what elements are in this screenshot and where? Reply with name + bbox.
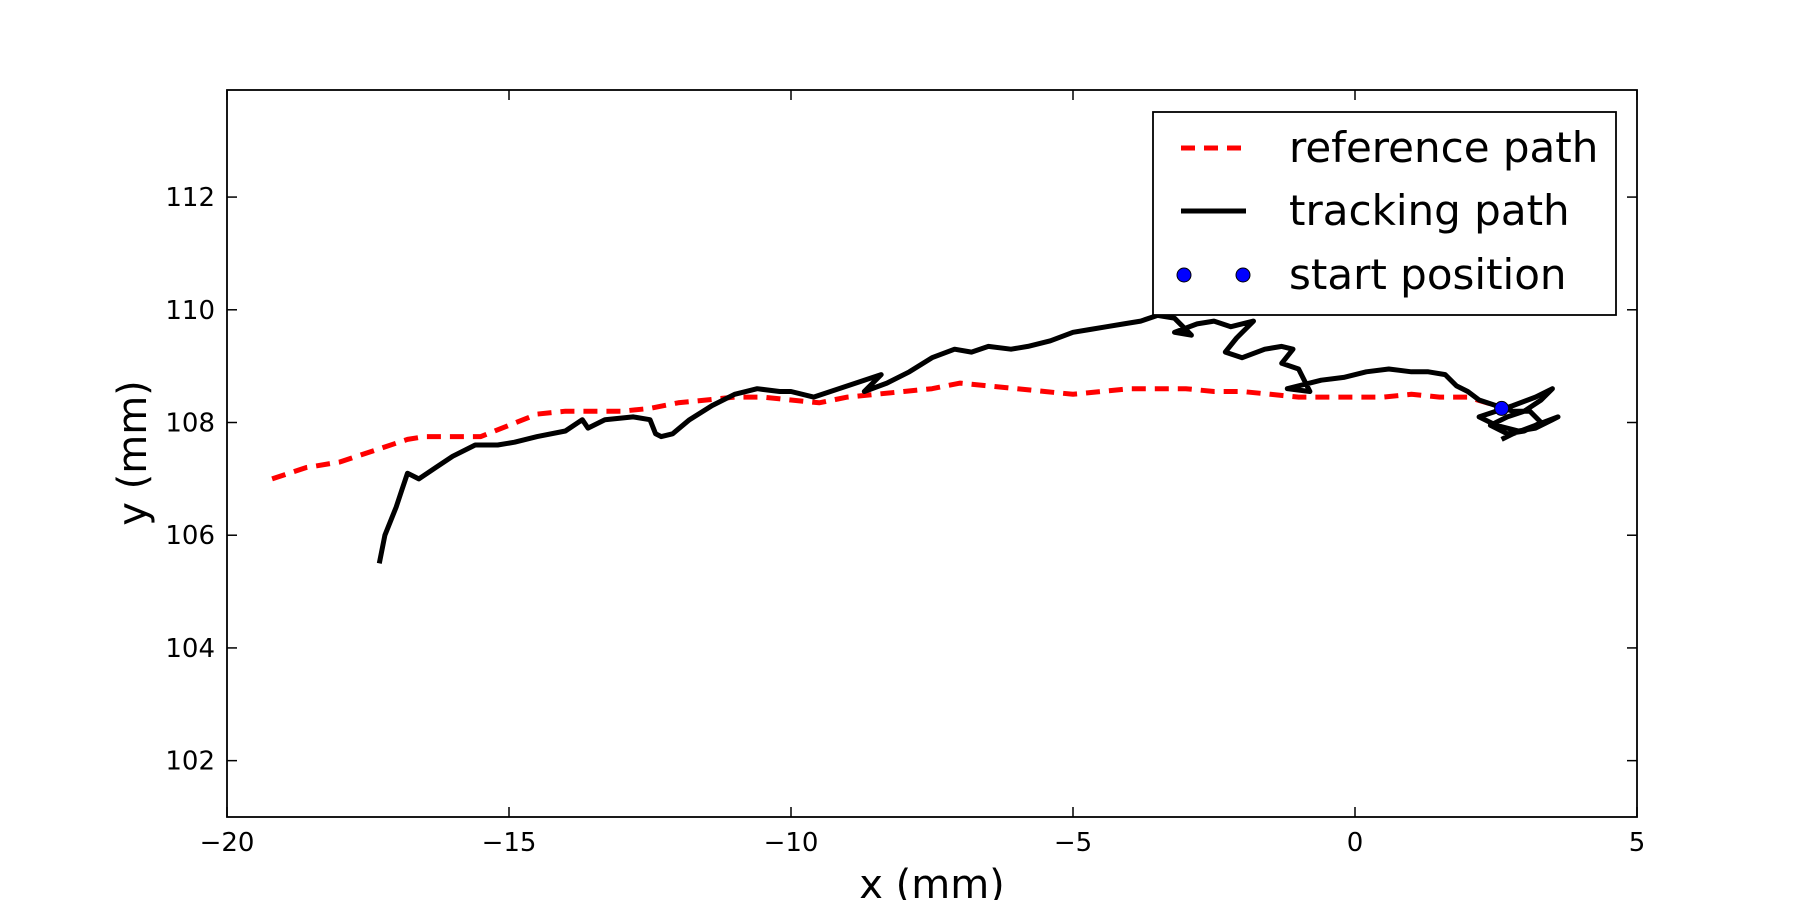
x-tick-label: −5 xyxy=(1054,828,1092,858)
y-tick-label: 110 xyxy=(165,296,215,326)
legend-marker-start-position-a xyxy=(1176,267,1192,283)
y-tick-label: 102 xyxy=(165,747,215,777)
plot-frame xyxy=(226,89,1638,818)
x-axis-title: x (mm) xyxy=(859,862,1005,900)
series-line-reference-path xyxy=(271,380,1497,482)
x-tick-label: −15 xyxy=(482,828,537,858)
y-tick-label: 108 xyxy=(165,409,215,439)
legend-label-reference-path: reference path xyxy=(1289,123,1598,172)
legend: reference path tracking path start posit… xyxy=(1152,111,1617,316)
x-tick-label: −20 xyxy=(200,828,255,858)
series-line-tracking-path xyxy=(376,312,1561,564)
x-tick-label: 5 xyxy=(1629,828,1646,858)
legend-label-start-position: start position xyxy=(1289,250,1567,299)
start-position-marker xyxy=(1494,400,1510,416)
legend-marker-start-position-b xyxy=(1235,267,1251,283)
legend-label-tracking-path: tracking path xyxy=(1289,186,1570,235)
y-tick-label: 112 xyxy=(165,183,215,213)
y-tick-label: 106 xyxy=(165,521,215,551)
x-tick-label: −10 xyxy=(764,828,819,858)
x-tick-label: 0 xyxy=(1347,828,1364,858)
y-axis-title: y (mm) xyxy=(110,380,156,526)
y-tick-label: 104 xyxy=(165,634,215,664)
